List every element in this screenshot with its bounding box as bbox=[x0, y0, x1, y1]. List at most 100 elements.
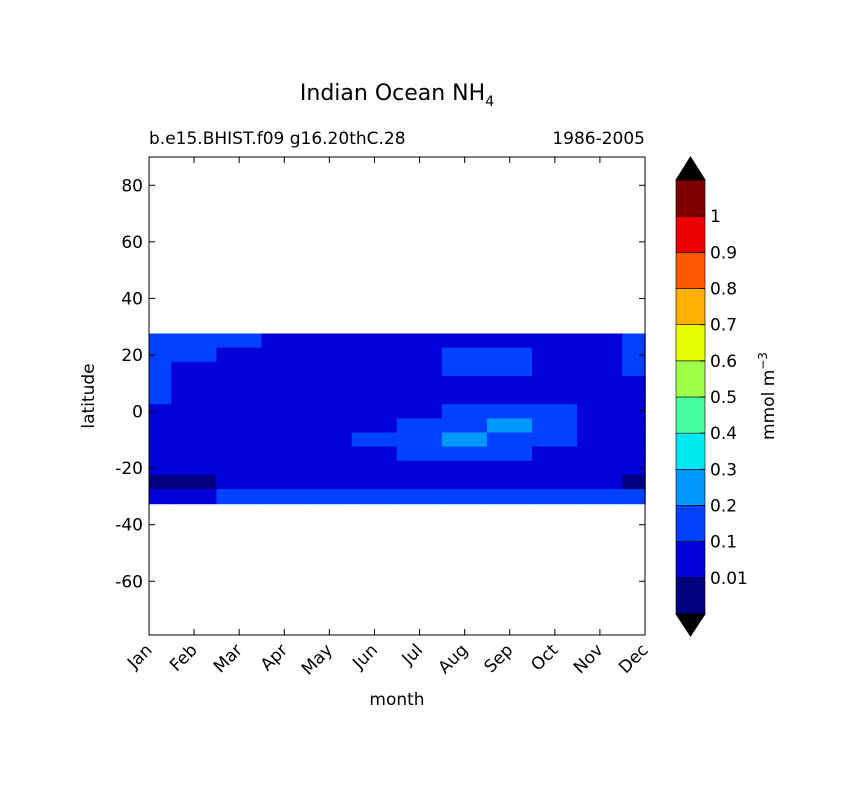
y-axis-label: latitude bbox=[79, 363, 99, 428]
colorbar-tick-label: 0.6 bbox=[710, 352, 737, 372]
colorbar-segment bbox=[675, 505, 706, 542]
contour-cell bbox=[261, 418, 308, 434]
colorbar-segment bbox=[675, 541, 706, 579]
contour-cell bbox=[396, 333, 443, 349]
contour-cell bbox=[351, 404, 398, 420]
contour-cell bbox=[351, 333, 398, 349]
y-tick-label: 0 bbox=[132, 403, 143, 423]
contour-cell bbox=[486, 432, 534, 448]
contour-cell bbox=[441, 361, 488, 377]
contour-cell bbox=[577, 375, 624, 392]
colorbar-segment bbox=[675, 577, 706, 615]
contour-cell bbox=[622, 489, 646, 505]
contour-cell bbox=[441, 446, 488, 462]
contour-cell bbox=[486, 460, 534, 476]
contour-cell bbox=[532, 375, 579, 392]
contour-cell bbox=[148, 489, 173, 505]
contour-cell bbox=[148, 361, 173, 377]
contour-cell bbox=[441, 474, 488, 491]
contour-cell bbox=[396, 460, 443, 476]
contour-cell bbox=[396, 432, 443, 448]
contour-cell bbox=[441, 347, 488, 363]
contour-cell bbox=[148, 446, 173, 462]
contour-cell bbox=[486, 347, 534, 363]
contour-cell bbox=[261, 432, 308, 448]
contour-cell bbox=[148, 390, 173, 406]
contour-cell bbox=[396, 446, 443, 462]
contour-cell bbox=[171, 390, 218, 406]
contour-cell bbox=[306, 418, 353, 434]
colorbar-label-main: mmol m bbox=[759, 370, 779, 440]
contour-cell bbox=[577, 390, 624, 406]
contour-cell bbox=[532, 347, 579, 363]
colorbar-tick-label: 0.2 bbox=[710, 497, 737, 517]
contour-cell bbox=[171, 347, 218, 363]
contour-cell bbox=[532, 446, 579, 462]
contour-cell bbox=[351, 418, 398, 434]
contour-cell bbox=[306, 375, 353, 392]
colorbar-tick-label: 0.3 bbox=[710, 460, 737, 480]
contour-cell bbox=[532, 489, 579, 505]
contour-cell bbox=[351, 347, 398, 363]
y-tick-label: -20 bbox=[115, 459, 143, 479]
contour-cell bbox=[486, 474, 534, 491]
contour-cell bbox=[577, 418, 624, 434]
contour-cell bbox=[171, 446, 218, 462]
contour-cell bbox=[171, 375, 218, 392]
colorbar-tick-label: 0.7 bbox=[710, 316, 737, 336]
colorbar-tick-label: 0.01 bbox=[710, 569, 748, 589]
contour-cell bbox=[532, 390, 579, 406]
colorbar-extend-bottom bbox=[675, 613, 706, 637]
contour-cell bbox=[486, 361, 534, 377]
contour-cell bbox=[171, 432, 218, 448]
contour-cell bbox=[396, 404, 443, 420]
contour-cell bbox=[216, 489, 263, 505]
contour-cell bbox=[441, 375, 488, 392]
contour-cell bbox=[148, 474, 173, 491]
contour-cell bbox=[306, 432, 353, 448]
contour-cell bbox=[622, 418, 646, 434]
colorbar-tick-label: 0.4 bbox=[710, 424, 737, 444]
colorbar-label: mmol m−3 bbox=[756, 352, 779, 440]
contour-cell bbox=[622, 390, 646, 406]
contour-cell bbox=[261, 390, 308, 406]
contour-cell bbox=[171, 474, 218, 491]
contour-cell bbox=[351, 375, 398, 392]
colorbar-segment bbox=[675, 396, 706, 434]
contour-cell bbox=[532, 333, 579, 349]
contour-cell bbox=[216, 390, 263, 406]
colorbar-tick-label: 0.8 bbox=[710, 280, 737, 300]
colorbar-segment bbox=[675, 215, 706, 253]
contour-cell bbox=[396, 375, 443, 392]
contour-cell bbox=[622, 446, 646, 462]
contour-cell bbox=[261, 460, 308, 476]
contour-cell bbox=[216, 347, 263, 363]
contour-cell bbox=[216, 446, 263, 462]
contour-cell bbox=[351, 390, 398, 406]
contour-cell bbox=[441, 460, 488, 476]
contour-cell bbox=[577, 333, 624, 349]
contour-cell bbox=[306, 347, 353, 363]
contour-cell bbox=[577, 446, 624, 462]
contour-cell bbox=[216, 404, 263, 420]
contour-cell bbox=[261, 333, 308, 349]
contour-cell bbox=[306, 361, 353, 377]
contour-cell bbox=[622, 474, 646, 491]
colorbar-tick-label: 0.9 bbox=[710, 243, 737, 263]
y-tick-label: 60 bbox=[121, 233, 143, 253]
colorbar-segment bbox=[675, 179, 706, 217]
contour-cell bbox=[351, 432, 398, 448]
colorbar-tick-label: 0.5 bbox=[710, 388, 737, 408]
subtitle-left: b.e15.BHIST.f09 g16.20thC.28 bbox=[149, 129, 406, 149]
title-main: Indian Ocean NH bbox=[300, 81, 485, 106]
x-axis-label: month bbox=[369, 690, 424, 710]
contour-cell bbox=[532, 418, 579, 434]
contour-cell bbox=[351, 489, 398, 505]
contour-cell bbox=[306, 333, 353, 349]
colorbar-tick-label: 1 bbox=[710, 207, 721, 227]
y-tick-label: 20 bbox=[121, 346, 143, 366]
colorbar-segment bbox=[675, 324, 706, 362]
contour-cell bbox=[306, 489, 353, 505]
contour-cell bbox=[261, 404, 308, 420]
contour-cell bbox=[396, 347, 443, 363]
